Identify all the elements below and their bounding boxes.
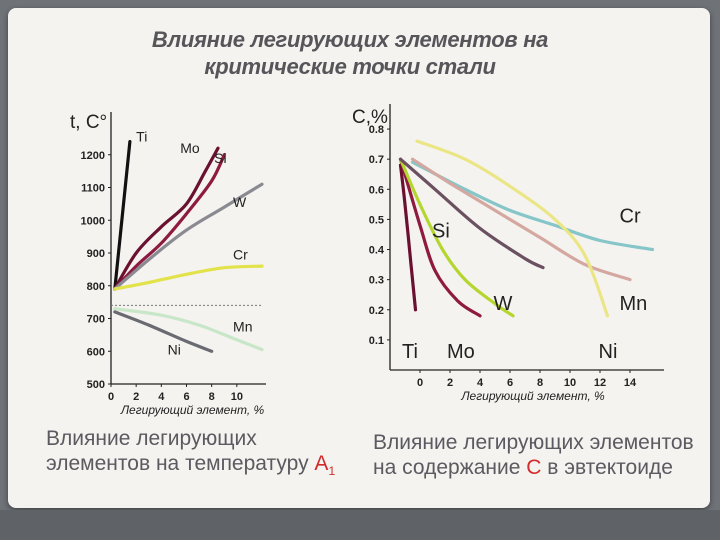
caption-left-line-1: Влияние легирующих xyxy=(46,427,257,450)
series-label-cr: Cr xyxy=(620,205,641,227)
caption-right-line-2-pre: на содержание xyxy=(373,456,521,479)
x-axis-label: Легирующий элемент, % xyxy=(460,389,605,403)
y-tick-label: 600 xyxy=(87,346,105,358)
series-line-w xyxy=(398,157,515,318)
y-tick-label: 700 xyxy=(87,314,105,326)
y-tick-label: 0.1 xyxy=(369,335,384,347)
y-tick-label: 800 xyxy=(87,281,105,293)
y-tick-label: 500 xyxy=(87,379,105,391)
caption-left-highlight: А xyxy=(314,452,329,475)
title-line-2: критические точки стали xyxy=(204,54,496,79)
x-tick-label: 10 xyxy=(564,377,576,389)
caption-left-line-2: элементов на температуру А1 xyxy=(46,451,335,484)
title-line-1: Влияние легирующих элементов на xyxy=(151,27,549,52)
caption-left-line-2-text: элементов на температуру xyxy=(46,452,309,475)
series-label-mn: Mn xyxy=(233,319,252,335)
bottom-strip xyxy=(0,510,720,540)
x-tick-label: 6 xyxy=(507,377,513,389)
series-label-cr: Cr xyxy=(233,247,248,263)
x-tick-label: 14 xyxy=(624,377,637,389)
caption-right: Влияние легирующих элементов на содержан… xyxy=(373,430,694,480)
caption-left: Влияние легирующих элементов на температ… xyxy=(46,426,335,484)
series-line-ti xyxy=(113,140,132,291)
y-tick-labels: 0.1 0.2 0.3 0.4 0.5 0.6 0.7 0.8 xyxy=(369,124,385,347)
series-line-mn xyxy=(410,157,632,282)
series-label-mn: Mn xyxy=(620,293,648,315)
x-tick-labels: 0 2 4 6 8 10 12 14 xyxy=(417,377,637,389)
series-line-mn xyxy=(113,307,264,352)
x-tick-label: 4 xyxy=(158,391,165,403)
slide-panel xyxy=(8,8,710,508)
y-tick-labels: 500 600 700 800 900 1000 1100 1200 xyxy=(81,150,105,391)
series-label-w: W xyxy=(233,194,247,210)
x-tick-label: 12 xyxy=(594,377,606,389)
series-line-ti xyxy=(398,163,418,312)
y-tick-label: 0.7 xyxy=(369,154,384,166)
x-tick-labels: 0 2 4 6 8 10 xyxy=(108,391,243,403)
series-line-mo xyxy=(398,157,482,318)
x-tick-label: 2 xyxy=(133,391,139,403)
y-tick-label: 1200 xyxy=(81,150,105,162)
series-line-w xyxy=(113,182,264,291)
series-label-mo: Mo xyxy=(180,140,200,156)
caption-right-highlight: С xyxy=(526,456,542,479)
caption-left-subscript: 1 xyxy=(328,464,336,479)
y-tick-label: 0.4 xyxy=(369,245,385,257)
caption-right-line-2: на содержание С в эвтектоиде xyxy=(373,455,694,480)
y-axis-label: t, C° xyxy=(70,112,107,133)
series-label-si: Si xyxy=(432,220,450,242)
caption-right-line-1: Влияние легирующих элементов xyxy=(373,431,694,454)
y-tick-label: 0.8 xyxy=(369,124,384,136)
y-axis-label: C,% xyxy=(352,107,388,128)
series-line-si xyxy=(113,153,226,291)
series-label-w: W xyxy=(494,293,513,315)
series-line-cr xyxy=(113,264,264,291)
x-tick-label: 6 xyxy=(183,391,189,403)
series-label-mo: Mo xyxy=(447,341,475,363)
series-label-ni: Ni xyxy=(599,341,618,363)
x-axis-label: Легирующий элемент, % xyxy=(120,403,265,417)
x-tick-label: 8 xyxy=(537,377,543,389)
slide-title: Влияние легирующих элементов на критичес… xyxy=(100,26,600,80)
x-tick-label: 10 xyxy=(231,391,243,403)
x-tick-label: 8 xyxy=(209,391,215,403)
series-line-ni xyxy=(113,310,214,353)
caption-right-line-2-post: в эвтектоиде xyxy=(547,456,673,479)
y-tick-label: 900 xyxy=(87,248,105,260)
series-label-ti: Ti xyxy=(402,341,418,363)
y-tick-label: 0.3 xyxy=(369,275,384,287)
series-label-ti: Ti xyxy=(136,129,147,145)
series-label-si: Si xyxy=(214,150,226,166)
x-tick-label: 2 xyxy=(447,377,453,389)
series-line-ni xyxy=(415,139,610,318)
y-tick-label: 0.5 xyxy=(369,214,384,226)
x-tick-label: 4 xyxy=(477,377,484,389)
series-line-si xyxy=(398,157,545,270)
y-tick-label: 0.6 xyxy=(369,184,384,196)
x-tick-label: 0 xyxy=(108,391,114,403)
y-tick-label: 1000 xyxy=(81,215,105,227)
y-tick-label: 1100 xyxy=(81,183,105,195)
series-label-ni: Ni xyxy=(168,342,181,358)
y-tick-label: 0.2 xyxy=(369,305,384,317)
series-line-cr xyxy=(410,160,655,252)
series-line-mo xyxy=(113,146,220,291)
x-tick-label: 0 xyxy=(417,377,423,389)
